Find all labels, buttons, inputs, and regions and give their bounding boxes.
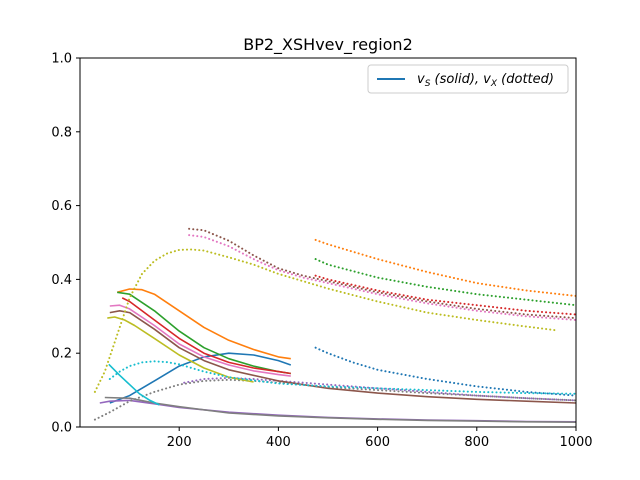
x-tick-label: 1000 bbox=[559, 435, 592, 450]
legend-box bbox=[367, 64, 569, 94]
legend-label-mid: (solid), bbox=[430, 72, 483, 87]
legend-label-main2: v bbox=[483, 72, 491, 87]
series-line-19-solid bbox=[108, 363, 160, 406]
x-tick-label: 600 bbox=[365, 435, 390, 450]
chart-title: BP2_XSHvev_region2 bbox=[243, 35, 413, 55]
series-line-20-dotted bbox=[108, 360, 576, 395]
series-line-12-dotted bbox=[188, 227, 576, 320]
series-line-8-dotted bbox=[314, 274, 576, 316]
legend-label-sub2: X bbox=[490, 79, 498, 89]
y-tick-label: 0.0 bbox=[51, 421, 72, 436]
legend-label-sub1: S bbox=[425, 79, 431, 89]
y-tick-label: 0.4 bbox=[51, 273, 72, 288]
series-line-7-solid bbox=[121, 297, 291, 375]
series-line-11-solid bbox=[109, 309, 576, 404]
series-line-10-dotted bbox=[183, 376, 576, 402]
legend-label: vS (solid), vX (dotted) bbox=[417, 72, 554, 89]
legend-label-main: v bbox=[417, 72, 425, 87]
legend: vS (solid), vX (dotted) bbox=[367, 64, 569, 94]
y-tick-label: 0.2 bbox=[51, 347, 72, 362]
x-tick-label: 400 bbox=[266, 435, 291, 450]
series-line-13-solid bbox=[109, 304, 291, 377]
x-tick-label: 800 bbox=[464, 435, 489, 450]
legend-label-end: (dotted) bbox=[497, 72, 554, 87]
series-line-2-dotted bbox=[314, 346, 576, 397]
series-line-4-dotted bbox=[314, 238, 576, 297]
plot-frame bbox=[79, 57, 577, 428]
series-line-14-dotted bbox=[188, 234, 576, 321]
series-line-16-dotted bbox=[93, 378, 576, 421]
y-axis: 0.0 0.2 0.4 0.6 0.8 1.0 bbox=[51, 52, 80, 436]
series-line-3-solid bbox=[116, 288, 291, 360]
series-line-15-solid bbox=[104, 396, 576, 423]
series-line-18-dotted bbox=[93, 248, 558, 393]
series-line-6-dotted bbox=[314, 258, 576, 307]
series-layer bbox=[93, 227, 576, 423]
series-line-17-solid bbox=[107, 316, 254, 383]
y-tick-label: 0.6 bbox=[51, 199, 72, 214]
y-tick-label: 1.0 bbox=[51, 52, 72, 67]
x-tick-label: 200 bbox=[167, 435, 192, 450]
y-tick-label: 0.8 bbox=[51, 125, 72, 140]
x-axis: 200 400 600 800 1000 bbox=[167, 427, 593, 450]
